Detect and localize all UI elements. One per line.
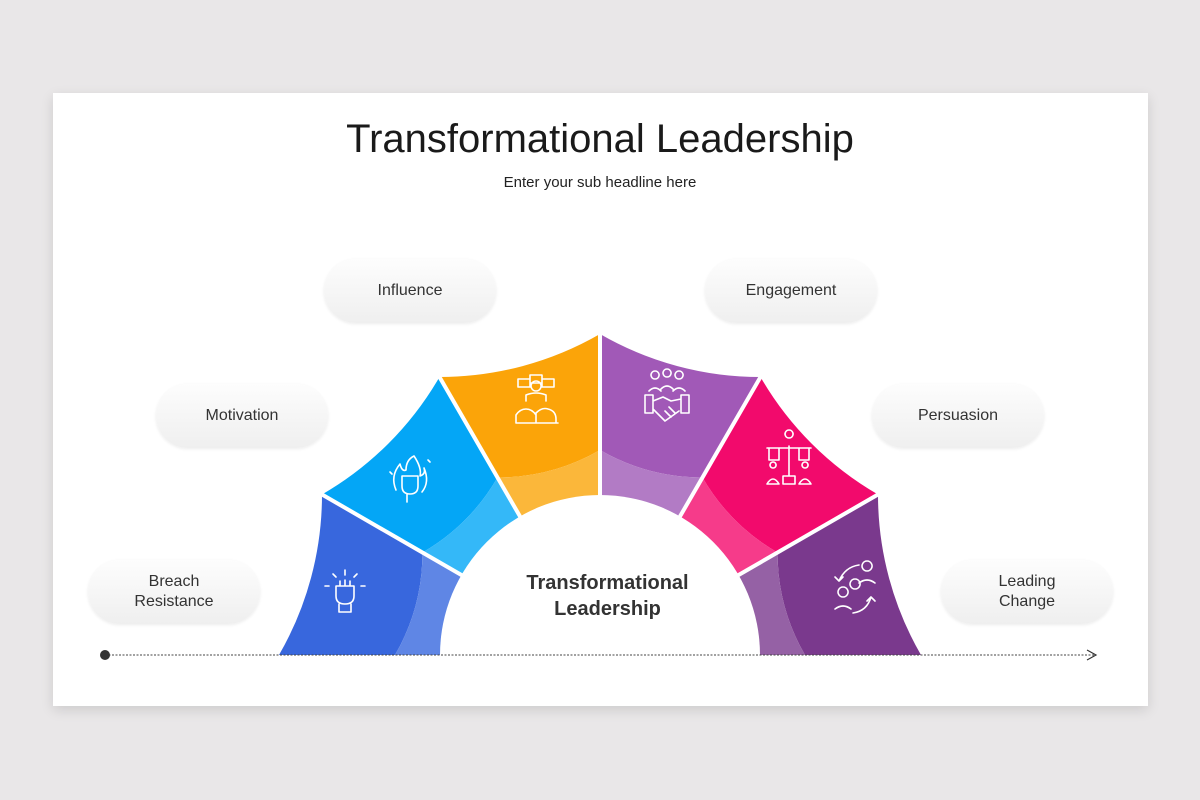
balance-scale-people-icon — [766, 429, 812, 485]
segment-divider — [677, 374, 764, 520]
segment-outer — [322, 377, 498, 553]
center-circle — [440, 495, 760, 655]
segment-outer — [279, 494, 423, 655]
raised-fist-icon — [324, 569, 366, 613]
segment-divider — [319, 491, 465, 578]
segment-inner-band — [422, 477, 520, 575]
label-motivation[interactable]: Motivation — [156, 384, 328, 448]
pill-text: Influence — [377, 282, 443, 299]
segment-outer — [777, 494, 921, 655]
pill-text: Leading Change — [998, 573, 1056, 610]
timeline-start-dot — [100, 650, 110, 660]
segment-inner-band — [680, 477, 778, 575]
pill-text: Breach Resistance — [134, 573, 214, 610]
label-breach-resistance[interactable]: Breach Resistance — [88, 560, 260, 624]
page-title: Transformational Leadership — [346, 117, 854, 161]
page-subtitle: Enter your sub headline here — [503, 174, 697, 191]
label-engagement[interactable]: Engagement — [705, 259, 877, 323]
people-gear-cycle-icon — [834, 560, 876, 614]
segment-divider — [436, 374, 523, 520]
center-label-line2: Leadership — [554, 598, 661, 620]
label-influence[interactable]: Influence — [324, 259, 496, 323]
segment-outer — [439, 334, 600, 478]
pill-text: Persuasion — [917, 407, 999, 424]
timeline-arrow — [100, 649, 1098, 661]
pill-text: Motivation — [205, 407, 279, 424]
segment-persuasion — [680, 377, 878, 575]
handshake-team-icon — [644, 368, 690, 422]
center-label-line1: Transformational — [526, 572, 689, 594]
team-hearts-icon — [515, 374, 559, 424]
label-leading-change[interactable]: Leading Change — [941, 560, 1113, 624]
segment-outer — [702, 377, 878, 553]
fist-flame-icon — [389, 455, 431, 503]
label-persuasion[interactable]: Persuasion — [872, 384, 1044, 448]
center-label: Transformational Leadership — [500, 570, 715, 622]
pill-text: Engagement — [745, 282, 837, 299]
segment-divider — [735, 491, 881, 578]
segment-motivation — [322, 377, 520, 575]
timeline-arrowhead — [1086, 649, 1098, 661]
